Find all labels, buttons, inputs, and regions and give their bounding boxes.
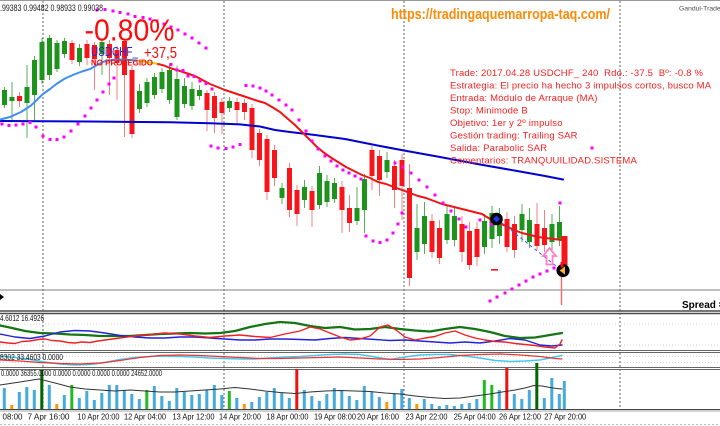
svg-text:14 Apr 20:00: 14 Apr 20:00 <box>219 412 261 422</box>
svg-text:-0.80%: -0.80% <box>85 13 175 48</box>
svg-text:+37,5: +37,5 <box>144 45 177 62</box>
svg-text:.99383 0.99482 0.98933 0.99038: .99383 0.99482 0.98933 0.99038 <box>0 3 103 14</box>
svg-text:Trade: 2017.04.28 USDCHF_ 240: Trade: 2017.04.28 USDCHF_ 240 Rdo.: -37.… <box>450 68 703 79</box>
svg-text:13 Apr 12:00: 13 Apr 12:00 <box>173 412 215 422</box>
svg-text:23 Apr 22:00: 23 Apr 22:00 <box>406 412 448 422</box>
svg-text:10 Apr 20:00: 10 Apr 20:00 <box>78 412 120 422</box>
svg-text:08:00: 08:00 <box>3 412 23 422</box>
svg-text:27 Apr 20:00: 27 Apr 20:00 <box>544 412 586 422</box>
svg-text:26 Apr 12:00: 26 Apr 12:00 <box>499 412 541 422</box>
svg-text:25 Apr 04:00: 25 Apr 04:00 <box>454 412 496 422</box>
svg-text:Salida: Parabolic SAR: Salida: Parabolic SAR <box>450 143 547 154</box>
svg-text:Comentarios: TRANQUUILIDAD.SIS: Comentarios: TRANQUUILIDAD.SISTEMA <box>450 156 637 167</box>
svg-text:19 Apr 08:00: 19 Apr 08:00 <box>314 412 356 422</box>
svg-text:Spread =: Spread = <box>682 300 720 311</box>
svg-text:8302 33.4603 0.0000: 8302 33.4603 0.0000 <box>0 353 63 362</box>
svg-text:4.6012 16.4926: 4.6012 16.4926 <box>0 314 44 323</box>
svg-text:Entrada: Módulo de Arraque (MA: Entrada: Módulo de Arraque (MA) <box>450 93 598 104</box>
svg-text:NO PROTEGIDO: NO PROTEGIDO <box>91 58 153 68</box>
svg-text:Gandul-Trade: Gandul-Trade <box>679 6 720 13</box>
svg-text:Stop: Minimode B: Stop: Minimode B <box>450 106 528 117</box>
svg-text:https://tradingaquemarropa-taq: https://tradingaquemarropa-taq.com/ <box>391 7 610 23</box>
svg-text:12 Apr 04:00: 12 Apr 04:00 <box>124 412 166 422</box>
svg-text:18 Apr 00:00: 18 Apr 00:00 <box>267 412 309 422</box>
svg-text:Estrategia: El precio ha hecho: Estrategia: El precio ha hecho 3 impulso… <box>450 81 712 92</box>
svg-text:USDCHF_: USDCHF_ <box>91 44 139 59</box>
svg-text:0.0000 36355.0000 0.0000 0.000: 0.0000 36355.0000 0.0000 0.0000 0.0000 0… <box>1 369 162 378</box>
svg-text:Gestión trading: Trailing SAR: Gestión trading: Trailing SAR <box>450 131 578 142</box>
svg-text:Objetivo: 1er y 2º impulso: Objetivo: 1er y 2º impulso <box>450 118 563 129</box>
svg-text:7 Apr 16:00: 7 Apr 16:00 <box>28 412 70 422</box>
svg-text:20 Apr 16:00: 20 Apr 16:00 <box>357 412 399 422</box>
